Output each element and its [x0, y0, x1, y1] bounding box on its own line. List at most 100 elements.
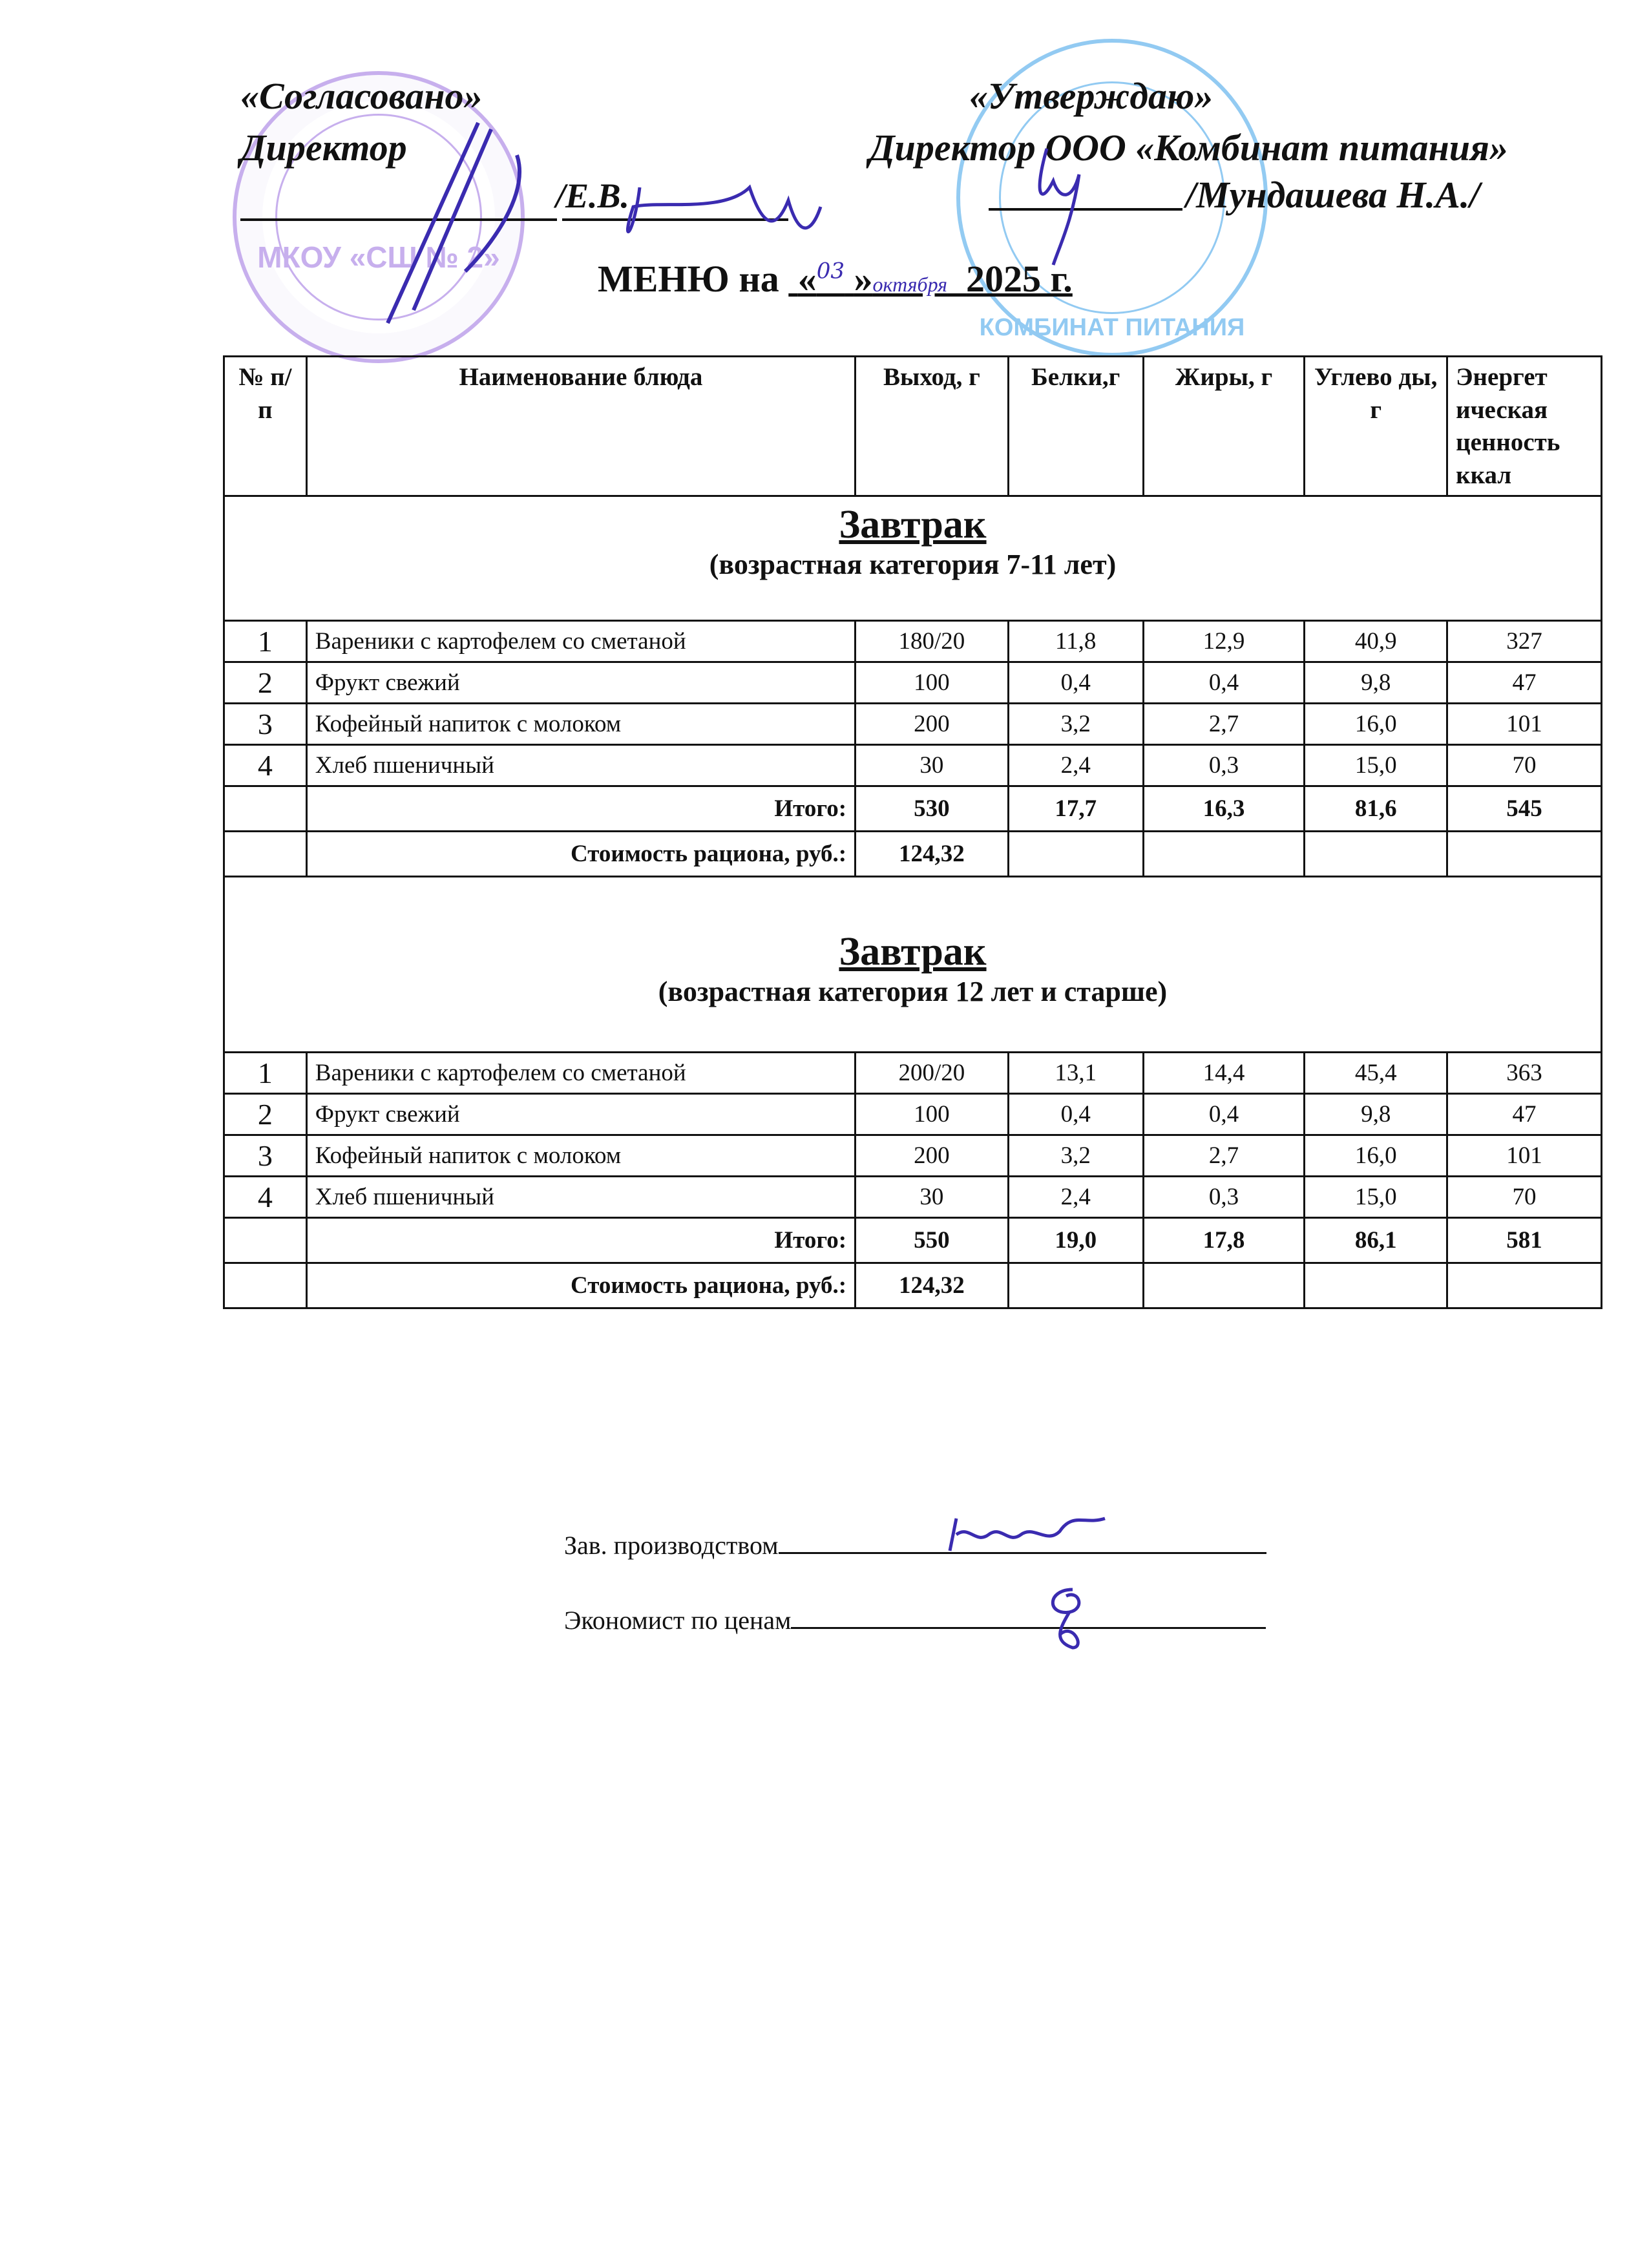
cell: 0,3: [1142, 1175, 1306, 1219]
right-signature-name: /Мундашева Н.А./: [1186, 174, 1480, 216]
total-label: Итого:: [305, 784, 857, 832]
production-manager-line: Зав. производством: [564, 1530, 1266, 1560]
cell: 100: [854, 660, 1009, 704]
table-row: 4 Хлеб пшеничный 30 2,4 0,3 15,0 70: [223, 1175, 1602, 1219]
cost-row: Стоимость рациона, руб.: 124,32: [223, 830, 1602, 877]
cell: 1: [223, 619, 308, 663]
cell: 9,8: [1303, 660, 1449, 704]
col-yield: Выход, г: [854, 355, 1009, 497]
right-stamp-text: КОМБИНАТ ПИТАНИЯ: [979, 314, 1245, 341]
cell: 200: [854, 702, 1009, 746]
cell: 40,9: [1303, 619, 1449, 663]
total-label: Итого:: [305, 1216, 857, 1264]
col-carbs: Углево ды, г: [1303, 355, 1449, 497]
total-row: Итого: 550 19,0 17,8 86,1 581: [223, 1216, 1602, 1264]
table-row: 3 Кофейный напиток с молоком 200 3,2 2,7 16,0…: [223, 1133, 1602, 1177]
table-row: 3 Кофейный напиток с молоком 200 3,2 2,7 16,0…: [223, 702, 1602, 746]
production-manager-label: Зав. производством: [564, 1531, 779, 1560]
total-value: 550: [854, 1216, 1009, 1264]
cell: 2: [223, 1092, 308, 1136]
table-row: 1 Вареники с картофелем со сметаной 180/20…: [223, 619, 1602, 663]
col-protein: Белки,г: [1007, 355, 1144, 497]
table-row: 2 Фрукт свежий 100 0,4 0,4 9,8 47: [223, 660, 1602, 704]
cost-row: Стоимость рациона, руб.: 124,32: [223, 1261, 1602, 1309]
right-signature: [1038, 148, 1081, 266]
cell: 0,4: [1007, 1092, 1144, 1136]
right-signature-line: [989, 208, 1182, 211]
cell: 3: [223, 1133, 308, 1177]
right-approval-title: «Утверждаю»: [969, 75, 1213, 117]
menu-day: 03: [816, 258, 845, 284]
menu-prefix: МЕНЮ на: [598, 258, 779, 300]
cell: 0,4: [1142, 1092, 1306, 1136]
cell: 15,0: [1303, 743, 1449, 787]
cell: 2,4: [1007, 743, 1144, 787]
section-header-row: Завтрак (возрастная категория 12 лет и с…: [223, 875, 1602, 1053]
cell: 47: [1446, 660, 1602, 704]
total-value: 530: [854, 784, 1009, 832]
menu-month: октября: [872, 273, 948, 296]
total-row: Итого: 530 17,7 16,3 81,6 545: [223, 784, 1602, 832]
left-name-line: [562, 218, 788, 221]
cell: 2: [223, 660, 308, 704]
section-header-row: Завтрак (возрастная категория 7-11 лет): [223, 494, 1602, 622]
cell: 9,8: [1303, 1092, 1449, 1136]
cell: 4: [223, 743, 308, 787]
cell: 45,4: [1303, 1051, 1449, 1095]
cell: 200: [854, 1133, 1009, 1177]
cell: 3: [223, 702, 308, 746]
cell: 13,1: [1007, 1051, 1144, 1095]
cell: 70: [1446, 743, 1602, 787]
col-number: № п/п: [223, 355, 308, 497]
cell: 180/20: [854, 619, 1009, 663]
economist-label: Экономист по ценам: [564, 1606, 792, 1635]
cell: Вареники с картофелем со сметаной: [305, 1051, 857, 1095]
cell: 1: [223, 1051, 308, 1095]
header-row: № п/п Наименование блюда Выход, г Белки,…: [223, 355, 1602, 497]
cell: Фрукт свежий: [305, 1092, 857, 1136]
cell: 11,8: [1007, 619, 1144, 663]
table-row: 1 Вареники с картофелем со сметаной 200/20…: [223, 1051, 1602, 1095]
menu-table: № п/п Наименование блюда Выход, г Белки,…: [223, 355, 1602, 1309]
cell: 12,9: [1142, 619, 1306, 663]
cell: 0,4: [1142, 660, 1306, 704]
section-subtitle: (возрастная категория 7-11 лет): [709, 548, 1117, 580]
cell: 101: [1446, 1133, 1602, 1177]
col-dish-name: Наименование блюда: [305, 355, 857, 497]
cell: 2,7: [1142, 702, 1306, 746]
total-value: 17,8: [1142, 1216, 1306, 1264]
cell: Хлеб пшеничный: [305, 743, 857, 787]
col-fat: Жиры, г: [1142, 355, 1306, 497]
total-value: 17,7: [1007, 784, 1144, 832]
table-row: 4 Хлеб пшеничный 30 2,4 0,3 15,0 70: [223, 743, 1602, 787]
cell: 70: [1446, 1175, 1602, 1219]
total-value: 81,6: [1303, 784, 1449, 832]
total-value: 581: [1446, 1216, 1602, 1264]
cell: Кофейный напиток с молоком: [305, 702, 857, 746]
cell: Кофейный напиток с молоком: [305, 1133, 857, 1177]
cell: 0,3: [1142, 743, 1306, 787]
right-approval-role: Директор ООО «Комбинат питания»: [869, 127, 1508, 169]
cell: Вареники с картофелем со сметаной: [305, 619, 857, 663]
cell: 3,2: [1007, 702, 1144, 746]
left-signature: [386, 121, 823, 324]
cell: 100: [854, 1092, 1009, 1136]
section-subtitle: (возрастная категория 12 лет и старше): [658, 975, 1168, 1007]
menu-title: МЕНЮ на «03 »октября 2025 г.: [598, 258, 1073, 300]
total-value: 545: [1446, 784, 1602, 832]
cost-value: 124,32: [854, 830, 1009, 877]
cell: 363: [1446, 1051, 1602, 1095]
section-title: Завтрак: [839, 502, 987, 547]
production-manager-signature: [948, 1517, 1106, 1551]
cell: Фрукт свежий: [305, 660, 857, 704]
economist-signature: [1051, 1588, 1081, 1650]
cell: 30: [854, 1175, 1009, 1219]
col-energy: Энергет ическая ценность ккал: [1446, 355, 1602, 497]
cell: 3,2: [1007, 1133, 1144, 1177]
cost-value: 124,32: [854, 1261, 1009, 1309]
cell: 14,4: [1142, 1051, 1306, 1095]
section-title: Завтрак: [839, 929, 987, 974]
left-stamp-text: МКОУ «СШ № 2»: [257, 240, 500, 274]
left-approval-title: «Согласовано»: [240, 75, 483, 117]
cell: 30: [854, 743, 1009, 787]
